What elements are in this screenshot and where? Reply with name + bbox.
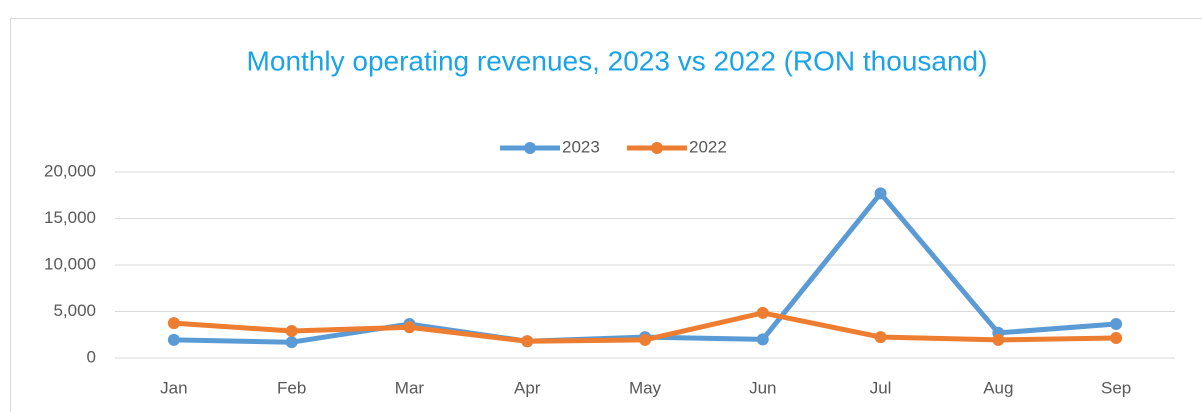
y-tick-label: 0 [87, 347, 96, 366]
data-point [1110, 318, 1123, 331]
data-point [167, 333, 180, 346]
data-point [874, 187, 887, 200]
data-point [285, 336, 298, 349]
y-tick-label: 10,000 [44, 254, 96, 273]
y-tick-label: 15,000 [44, 208, 96, 227]
x-tick-label: Aug [983, 378, 1013, 397]
legend-label: 2023 [562, 137, 600, 156]
data-point [874, 331, 887, 344]
x-tick-label: Jul [870, 378, 892, 397]
x-tick-label: Jan [160, 378, 187, 397]
data-point [992, 333, 1005, 346]
x-tick-label: Sep [1101, 378, 1131, 397]
legend-label: 2022 [689, 137, 727, 156]
y-tick-label: 5,000 [53, 301, 96, 320]
data-point [403, 321, 416, 334]
data-point [639, 333, 651, 346]
data-point [167, 317, 180, 330]
x-tick-label: Apr [514, 378, 541, 397]
data-point [756, 306, 769, 319]
x-tick-label: May [629, 378, 662, 397]
data-point [285, 325, 298, 338]
legend-marker [524, 142, 536, 154]
y-tick-label: 20,000 [44, 161, 96, 180]
legend: 2023 2022 [500, 137, 727, 156]
x-tick-label: Jun [749, 378, 776, 397]
x-tick-label: Feb [277, 378, 306, 397]
legend-marker [651, 142, 663, 154]
chart-title: Monthly operating revenues, 2023 vs 2022… [247, 45, 988, 76]
chart-border [10, 18, 1202, 412]
data-point [756, 333, 769, 346]
x-tick-label: Mar [395, 378, 425, 397]
data-point [1110, 332, 1123, 345]
data-point [521, 335, 534, 348]
